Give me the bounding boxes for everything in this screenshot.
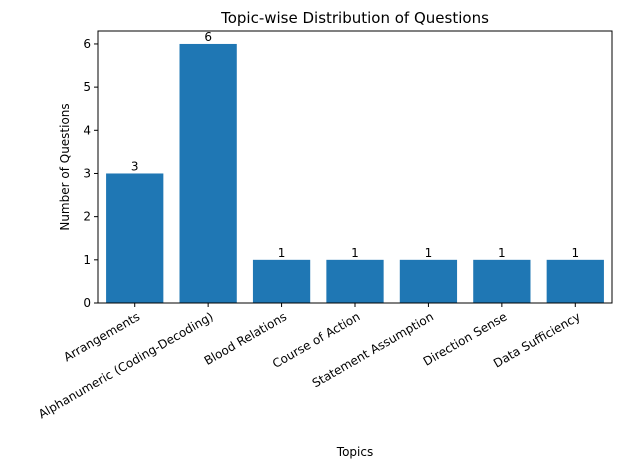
bars-group — [106, 43, 604, 303]
data-label-0: 3 — [131, 159, 139, 173]
y-tick-label-4: 4 — [83, 123, 91, 137]
bar-0 — [106, 173, 164, 303]
y-tick-label-6: 6 — [83, 37, 91, 51]
bar-2 — [252, 259, 311, 303]
x-axis-title: Topics — [336, 445, 373, 459]
data-label-4: 1 — [425, 246, 433, 260]
y-tick-label-5: 5 — [83, 80, 91, 94]
plot-frame — [97, 30, 613, 304]
data-label-5: 1 — [498, 246, 506, 260]
bar-5 — [473, 259, 531, 303]
bar-3 — [326, 259, 384, 303]
data-label-3: 1 — [351, 246, 359, 260]
y-tick-label-0: 0 — [83, 296, 91, 310]
x-tick-label-4: Statement Assumption — [310, 309, 436, 390]
data-label-2: 1 — [278, 246, 286, 260]
bar-6 — [546, 259, 604, 303]
y-axis-title: Number of Questions — [58, 103, 72, 230]
y-axis: 0 1 2 3 4 5 6 — [83, 37, 98, 310]
data-label-6: 1 — [571, 246, 579, 260]
chart-title: Topic-wise Distribution of Questions — [220, 9, 489, 27]
bar-4 — [399, 259, 458, 303]
data-label-1: 6 — [204, 30, 212, 44]
y-tick-label-2: 2 — [83, 210, 91, 224]
data-labels-group: 3 6 1 1 1 1 1 — [131, 30, 579, 260]
y-tick-label-1: 1 — [83, 253, 91, 267]
y-tick-label-3: 3 — [83, 166, 91, 180]
bar-1 — [179, 43, 237, 303]
